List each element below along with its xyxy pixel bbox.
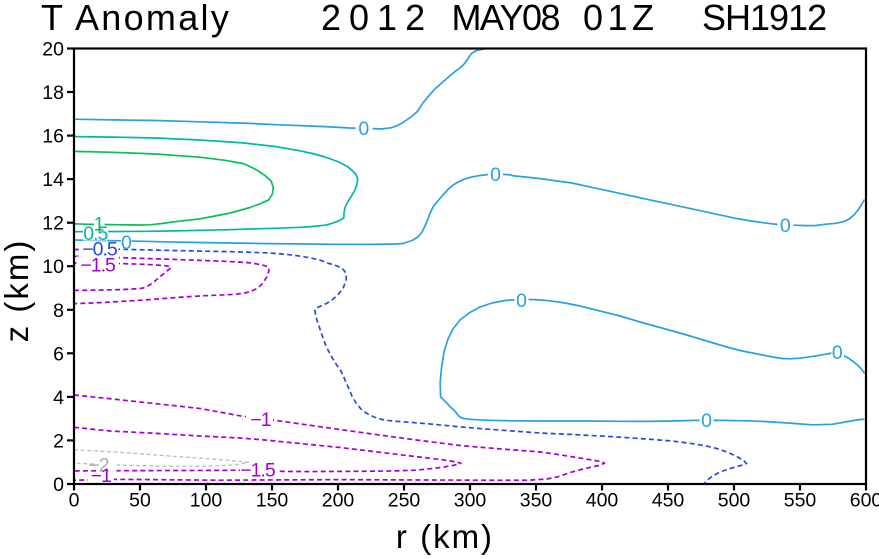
svg-text:20: 20 (42, 39, 64, 61)
svg-text:300: 300 (454, 489, 487, 511)
svg-text:8: 8 (53, 300, 64, 322)
svg-text:−1.5: −1.5 (80, 254, 116, 276)
svg-text:−1.5: −1.5 (240, 460, 276, 482)
svg-text:12: 12 (42, 213, 64, 235)
svg-text:0: 0 (358, 118, 369, 140)
svg-text:6: 6 (53, 343, 64, 365)
svg-text:14: 14 (42, 169, 64, 191)
svg-text:600: 600 (850, 489, 879, 511)
svg-text:2012: 2012 (321, 0, 433, 38)
svg-text:250: 250 (388, 489, 421, 511)
svg-text:10: 10 (42, 256, 64, 278)
svg-text:1: 1 (94, 213, 105, 235)
svg-text:18: 18 (42, 82, 64, 104)
svg-text:16: 16 (42, 126, 64, 148)
svg-text:0: 0 (121, 232, 132, 254)
svg-text:2: 2 (53, 430, 64, 452)
svg-text:0: 0 (69, 489, 80, 511)
svg-text:−2: −2 (88, 454, 108, 476)
svg-text:350: 350 (520, 489, 553, 511)
svg-text:400: 400 (586, 489, 619, 511)
svg-text:0: 0 (53, 474, 64, 496)
svg-text:T Anomaly: T Anomaly (41, 0, 231, 38)
svg-text:0: 0 (490, 164, 501, 186)
svg-text:SH1912: SH1912 (702, 0, 826, 38)
svg-text:150: 150 (256, 489, 289, 511)
svg-text:450: 450 (652, 489, 685, 511)
svg-text:MAY08: MAY08 (452, 0, 560, 38)
svg-text:100: 100 (190, 489, 223, 511)
svg-text:50: 50 (129, 489, 151, 511)
svg-text:500: 500 (718, 489, 751, 511)
svg-text:0.5: 0.5 (83, 223, 108, 245)
svg-text:−1: −1 (250, 409, 270, 431)
svg-text:0: 0 (701, 410, 712, 432)
svg-text:−1: −1 (91, 465, 111, 487)
svg-text:0: 0 (832, 342, 843, 364)
svg-text:z (km): z (km) (0, 239, 35, 343)
svg-text:01Z: 01Z (583, 0, 659, 38)
svg-text:200: 200 (322, 489, 355, 511)
svg-text:−0.5: −0.5 (82, 239, 118, 261)
svg-text:r (km): r (km) (396, 518, 494, 555)
svg-text:4: 4 (53, 387, 64, 409)
svg-text:0: 0 (516, 290, 527, 312)
svg-text:0: 0 (780, 215, 791, 237)
svg-text:550: 550 (784, 489, 817, 511)
